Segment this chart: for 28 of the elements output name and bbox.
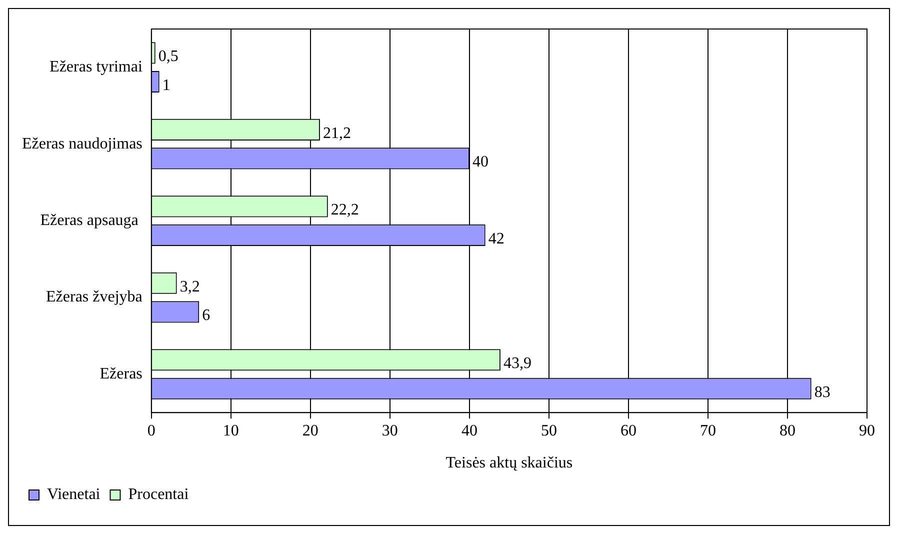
x-tick-label: 80 (779, 422, 796, 440)
data-label: 83 (814, 384, 830, 401)
x-tick-label: 90 (859, 422, 875, 440)
x-tick-label: 60 (620, 422, 636, 440)
data-label: 21,2 (322, 124, 351, 142)
data-label: 3,2 (180, 278, 200, 296)
y-tick-label: Ežeras apsauga (40, 212, 142, 230)
x-tick-label: 30 (382, 422, 398, 440)
data-label: 6 (202, 307, 210, 324)
data-label: 1 (162, 76, 170, 94)
x-tick-label: 0 (147, 422, 156, 440)
data-label: 43,9 (503, 355, 532, 372)
y-tick-label: Ežeras naudojimas (22, 135, 142, 152)
x-tick-label: 40 (461, 422, 478, 440)
legend-label: Procentai (128, 486, 190, 504)
x-tick-label: 70 (700, 422, 716, 440)
data-label: 42 (488, 230, 504, 248)
x-tick-label: 20 (302, 422, 318, 440)
legend-label: Vienetai (47, 486, 101, 504)
data-label: 40 (472, 154, 488, 171)
y-tick-label: Ežeras tyrimai (50, 58, 143, 76)
data-label: 0,5 (158, 48, 178, 66)
x-axis-title: Teisės aktų skaičius (446, 454, 573, 472)
x-tick-label: 10 (222, 422, 239, 440)
y-tick-label: Ežeras žvejyba (46, 288, 142, 306)
y-tick-label: Ežeras (100, 365, 142, 382)
x-tick-label: 50 (540, 422, 557, 440)
data-label: 22,2 (330, 202, 359, 219)
